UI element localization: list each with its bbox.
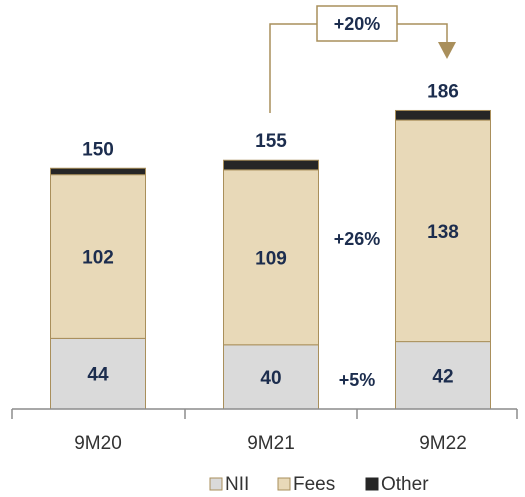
total-label-9m21: 155 [255, 131, 287, 152]
bar-other-9m21 [223, 159, 319, 171]
legend-label-nii: NII [225, 474, 249, 495]
legend: NII Fees Other [209, 474, 429, 495]
total-growth-box [316, 5, 398, 42]
fees-growth-label: +26% [334, 229, 381, 249]
data-label-nii-9m20: 44 [87, 365, 109, 386]
bars-layer: 44 102 150 40 109 155 42 138 186 [50, 81, 491, 410]
bar-fees-9m22 [395, 119, 491, 343]
legend-swatch-fees [277, 477, 291, 491]
bar-other-9m20 [50, 167, 146, 176]
bar-fees-9m21 [223, 169, 319, 346]
bar-nii-9m22 [395, 341, 491, 410]
data-label-nii-9m21: 40 [260, 368, 281, 389]
legend-label-other: Other [381, 474, 429, 495]
data-label-fees-9m22: 138 [427, 222, 459, 243]
legend-swatch-nii [209, 477, 223, 491]
data-label-nii-9m22: 42 [432, 366, 453, 387]
bar-fees-9m20 [50, 174, 146, 339]
arrow-down-icon [438, 42, 456, 59]
bar-other-9m22 [395, 109, 491, 121]
bar-nii-9m20 [50, 337, 146, 410]
total-growth-bracket: +20% [269, 5, 456, 113]
total-growth-label: +20% [334, 14, 381, 34]
x-tick-label-9m21: 9M21 [247, 433, 295, 454]
x-axis-tick-labels: 9M20 9M21 9M22 [74, 433, 467, 454]
legend-label-fees: Fees [293, 474, 335, 495]
nii-growth-label: +5% [339, 370, 376, 390]
total-label-9m20: 150 [82, 139, 114, 160]
data-label-fees-9m20: 102 [82, 248, 114, 269]
x-tick-label-9m20: 9M20 [74, 433, 122, 454]
x-axis-ticks [11, 409, 518, 419]
total-label-9m22: 186 [427, 81, 459, 102]
x-tick-label-9m22: 9M22 [419, 433, 467, 454]
legend-swatch-other [365, 477, 379, 491]
data-label-fees-9m21: 109 [255, 248, 287, 269]
